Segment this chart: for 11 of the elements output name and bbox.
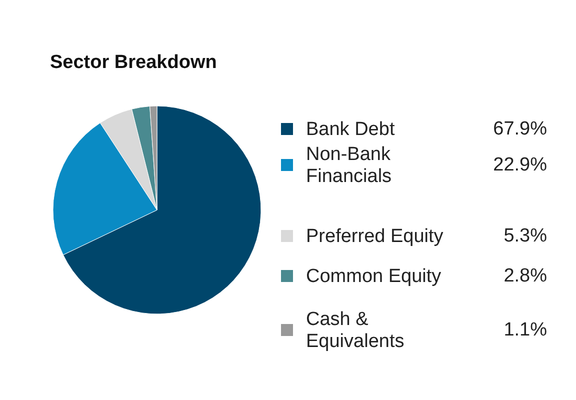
data-label: 5.3% [504, 226, 548, 246]
legend-label: Common Equity [306, 266, 442, 286]
legend-label: Cash & Equivalents [306, 308, 404, 352]
data-label: 1.1% [504, 320, 548, 340]
data-label: 2.8% [504, 266, 548, 286]
legend-label: Preferred Equity [306, 226, 444, 246]
legend-label: Non-Bank Financials [306, 144, 392, 186]
data-label: 22.9% [493, 154, 548, 176]
data-label: 67.9% [493, 118, 548, 140]
legend-label: Bank Debt [306, 118, 396, 140]
chart-title: Sector Breakdown [50, 52, 217, 73]
